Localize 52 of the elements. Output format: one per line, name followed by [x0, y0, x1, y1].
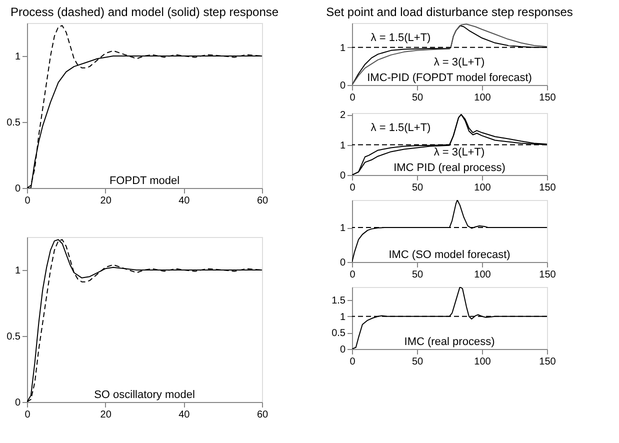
annotation: IMC-PID (FOPDT model forecast) [367, 72, 532, 84]
x-tick-label: 20 [100, 196, 112, 206]
x-tick-label: 150 [539, 270, 556, 280]
y-tick-label: 0 [340, 170, 346, 182]
x-tick-label: 150 [539, 356, 556, 368]
y-tick-label: 0.5 [6, 118, 21, 128]
x-tick-label: 100 [474, 182, 492, 194]
y-tick-label: 1 [340, 223, 346, 234]
x-tick-label: 40 [178, 410, 190, 420]
y-tick-label: 1 [340, 312, 346, 323]
annotation: λ = 3(L+T) [434, 56, 485, 69]
x-tick-label: 60 [256, 410, 268, 420]
y-tick-label: 2 [340, 110, 346, 122]
x-tick-label: 20 [100, 410, 112, 420]
x-tick-label: 100 [474, 92, 492, 104]
y-tick-label: 1 [340, 42, 346, 54]
chart-title: Process (dashed) and model (solid) step response [10, 5, 279, 19]
y-tick-label: 1 [340, 140, 346, 152]
y-tick-label: 0.5 [332, 328, 346, 340]
annotation: SO oscillatory model [94, 389, 195, 401]
x-tick-label: 50 [412, 270, 424, 280]
x-tick-label: 0 [24, 196, 31, 206]
annotation: λ = 1.5(L+T) [370, 122, 431, 134]
chart-title: Set point and load disturbance step responses [326, 5, 573, 19]
y-tick-label: 1.5 [332, 296, 346, 307]
x-tick-label: 60 [256, 196, 268, 206]
annotation: FOPDT model [109, 175, 180, 187]
x-tick-label: 0 [350, 182, 356, 194]
x-tick-label: 50 [412, 182, 424, 194]
x-tick-label: 150 [539, 182, 556, 194]
x-tick-label: 150 [539, 92, 556, 104]
x-tick-label: 40 [178, 196, 190, 206]
y-tick-label: 1 [14, 266, 21, 276]
annotation: IMC (real process) [404, 336, 495, 348]
annotation: λ = 3(L+T) [434, 146, 485, 159]
x-tick-label: 50 [412, 92, 424, 104]
annotation: λ = 1.5(L+T) [370, 32, 431, 44]
x-tick-label: 100 [474, 356, 492, 368]
x-tick-label: 0 [24, 410, 31, 420]
annotation: IMC PID (real process) [394, 162, 506, 174]
y-tick-label: 0.5 [6, 332, 21, 342]
y-tick-label: 0 [340, 258, 346, 268]
y-tick-label: 1 [14, 52, 21, 62]
x-tick-label: 0 [350, 270, 356, 280]
x-tick-label: 100 [474, 270, 492, 280]
y-tick-label: 0 [14, 398, 21, 408]
y-tick-label: 0 [340, 80, 346, 92]
x-tick-label: 0 [350, 92, 356, 104]
annotation: IMC (SO model forecast) [388, 249, 510, 261]
y-tick-label: 0 [340, 344, 346, 356]
x-tick-label: 50 [412, 356, 424, 368]
x-tick-label: 0 [350, 356, 356, 368]
